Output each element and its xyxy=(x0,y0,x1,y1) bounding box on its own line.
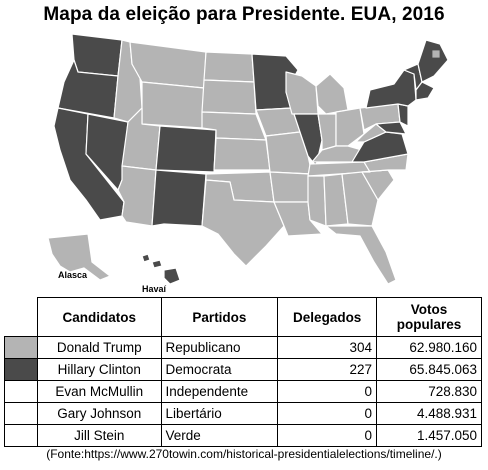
table-row: Hillary Clinton Democrata 227 65.845.063 xyxy=(4,358,482,381)
state-washington xyxy=(71,33,123,77)
us-map-svg: Alasca Havaí xyxy=(47,33,449,292)
delegates-count: 0 xyxy=(277,402,377,425)
us-election-map: Alasca Havaí xyxy=(30,30,460,292)
table-header-row: Candidatos Partidos Delegados Votos popu… xyxy=(4,297,482,337)
source-note: (Fonte:https://www.270towin.com/historic… xyxy=(46,447,442,461)
delegates-count: 0 xyxy=(277,380,377,403)
state-kansas xyxy=(213,137,271,171)
party-name: Democrata xyxy=(160,358,279,381)
candidate-name: Evan McMullin xyxy=(37,380,162,403)
delegates-count: 304 xyxy=(277,336,377,359)
color-swatch xyxy=(4,380,38,403)
candidate-name: Donald Trump xyxy=(37,336,162,359)
candidate-name: Gary Johnson xyxy=(37,402,162,425)
state-maine xyxy=(417,39,449,83)
state-wisconsin xyxy=(285,71,319,115)
table-row: Evan McMullin Independente 0 728.830 xyxy=(4,380,482,403)
state-ohio xyxy=(335,107,365,147)
popular-votes: 65.845.063 xyxy=(376,358,482,381)
popular-votes: 4.488.931 xyxy=(376,402,482,425)
state-florida xyxy=(325,225,397,285)
state-south-dakota xyxy=(201,79,257,115)
state-massachusetts xyxy=(415,81,435,101)
party-name: Republicano xyxy=(160,336,279,359)
popular-votes: 728.830 xyxy=(376,380,482,403)
state-texas xyxy=(201,179,285,267)
party-name: Independente xyxy=(160,380,279,403)
party-name: Libertário xyxy=(160,402,279,425)
state-wyoming xyxy=(141,81,205,129)
color-swatch xyxy=(4,358,38,381)
state-north-dakota xyxy=(203,51,255,83)
state-maryland xyxy=(375,121,407,135)
popular-votes: 62.980.160 xyxy=(376,336,482,359)
alaska-label: Alasca xyxy=(58,270,88,280)
header-delegates: Delegados xyxy=(277,297,377,337)
results-table: Candidatos Partidos Delegados Votos popu… xyxy=(4,297,482,447)
state-alaska xyxy=(47,233,111,281)
candidate-name: Hillary Clinton xyxy=(37,358,162,381)
delegates-count: 0 xyxy=(277,424,377,447)
table-row: Jill Stein Verde 0 1.457.050 xyxy=(4,424,482,447)
state-arizona xyxy=(117,165,157,227)
hawaii-label: Havaí xyxy=(142,284,167,292)
header-candidates: Candidatos xyxy=(37,297,162,337)
header-parties: Partidos xyxy=(160,297,279,337)
state-georgia xyxy=(341,171,379,227)
table-row: Gary Johnson Libertário 0 4.488.931 xyxy=(4,402,482,425)
swatch-header xyxy=(4,297,38,337)
party-name: Verde xyxy=(160,424,279,447)
table-row: Donald Trump Republicano 304 62.980.160 xyxy=(4,336,482,359)
state-colorado xyxy=(155,125,217,173)
popular-votes: 1.457.050 xyxy=(376,424,482,447)
map-title: Mapa da eleição para Presidente. EUA, 20… xyxy=(43,4,445,25)
header-votes: Votos populares xyxy=(376,297,482,337)
state-mississippi xyxy=(307,175,327,227)
color-swatch xyxy=(4,402,38,425)
color-swatch xyxy=(4,336,38,359)
maine-district-marker xyxy=(431,49,441,59)
state-new-mexico xyxy=(151,169,207,227)
candidate-name: Jill Stein xyxy=(37,424,162,447)
state-montana xyxy=(129,41,207,89)
state-hawaii xyxy=(141,253,181,285)
state-new-york xyxy=(365,69,417,109)
color-swatch xyxy=(4,424,38,447)
state-michigan xyxy=(315,73,349,115)
delegates-count: 227 xyxy=(277,358,377,381)
state-arkansas xyxy=(269,171,311,203)
